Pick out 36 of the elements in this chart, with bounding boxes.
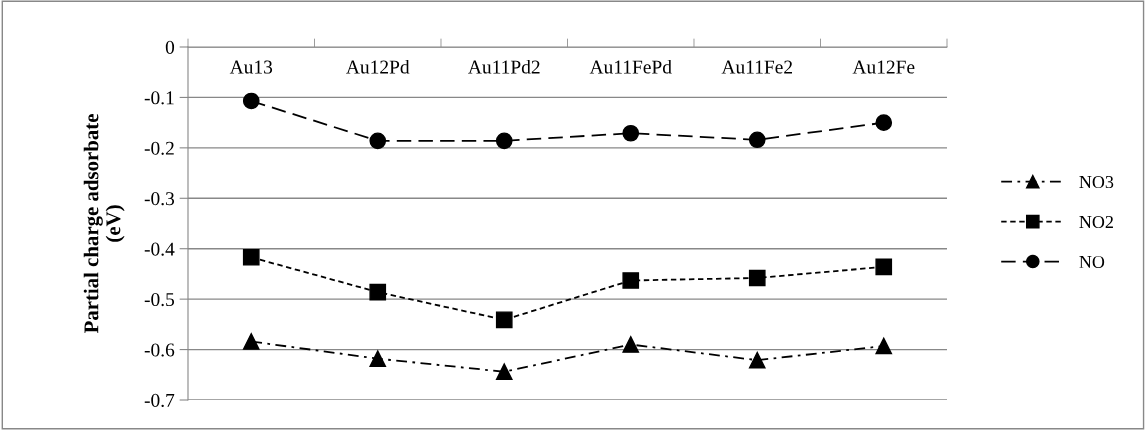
point <box>748 131 766 149</box>
point <box>622 272 640 289</box>
point <box>495 363 513 381</box>
legend-label: NO <box>1079 255 1105 269</box>
y-tick-label: -0.3 <box>144 192 175 206</box>
point <box>495 132 513 150</box>
point <box>369 283 387 301</box>
x-tick-label: Au12Pd <box>346 59 410 74</box>
point <box>748 269 766 287</box>
point <box>875 337 893 355</box>
x-tick-label: Au11FePd <box>589 59 672 74</box>
point <box>622 124 640 142</box>
point <box>495 311 513 329</box>
y-tick-label: -0.6 <box>144 343 175 357</box>
x-tick-label: Au12Fe <box>852 60 915 74</box>
x-tick-label: Au13 <box>229 60 273 74</box>
point <box>242 333 260 350</box>
y-tick-label: -0.7 <box>144 393 175 408</box>
point <box>369 132 387 150</box>
y-tick-label: -0.1 <box>144 91 174 105</box>
y-axis-title: Partial charge adsorbate (eV) <box>83 114 125 334</box>
point <box>875 258 893 276</box>
y-tick-label: 0 <box>165 40 175 54</box>
point <box>369 350 387 367</box>
point <box>622 336 640 353</box>
legend-label: NO2 <box>1079 215 1113 229</box>
point <box>748 351 766 369</box>
point <box>875 114 893 131</box>
legend-label: NO3 <box>1079 175 1114 189</box>
point <box>242 248 260 266</box>
point <box>242 92 260 110</box>
x-tick-label: Au11Fe2 <box>721 60 792 74</box>
y-tick-label: -0.5 <box>144 292 175 307</box>
y-tick-label: -0.4 <box>144 242 175 256</box>
x-tick-label: Au11Pd2 <box>468 59 540 74</box>
y-tick-label: -0.2 <box>144 141 174 155</box>
